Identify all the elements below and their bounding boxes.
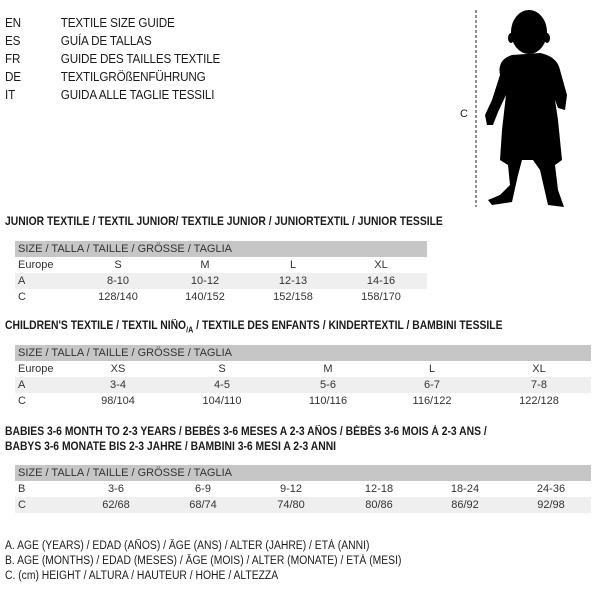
table-row-b: B 3-6 6-9 9-12 12-18 18-24 24-36 — [15, 481, 591, 497]
table-cell: 24-36 — [536, 483, 566, 495]
table-cell: M — [323, 363, 333, 375]
children-size-table: SIZE / TALLA / TAILLE / GRÖSSE / TAGLIA E… — [15, 345, 591, 409]
table-cell: 9-12 — [279, 483, 303, 495]
table-cell: 116/122 — [412, 395, 452, 407]
table-cell: 158/170 — [361, 291, 401, 303]
table-row-europe: Europe S M L XL — [15, 257, 427, 273]
table-cell: 140/152 — [185, 291, 225, 303]
row-label: A — [18, 379, 26, 391]
table-cell: XS — [110, 363, 126, 375]
row-label: B — [18, 483, 26, 495]
table-cell: 12-13 — [278, 275, 308, 287]
table-cell: 12-18 — [364, 483, 394, 495]
table-cell: 5-6 — [320, 379, 336, 391]
table-cell: 98/104 — [101, 395, 135, 407]
table-row-europe: Europe XS S M L XL — [15, 361, 591, 377]
table-cell: 8-10 — [106, 275, 130, 287]
row-label: Europe — [18, 363, 54, 375]
language-fr: FR GUIDE DES TAILLES TEXTILE — [5, 51, 221, 66]
size-header-label: SIZE / TALLA / TAILLE / GRÖSSE / TAGLIA — [18, 347, 232, 359]
table-cell: L — [428, 363, 436, 375]
size-header-row: SIZE / TALLA / TAILLE / GRÖSSE / TAGLIA — [15, 465, 591, 481]
table-row-a: A 8-10 10-12 12-13 14-16 — [15, 273, 427, 289]
table-cell: M — [200, 259, 210, 271]
row-label: C — [18, 499, 26, 511]
table-cell: 86/92 — [451, 499, 479, 511]
table-cell: 128/140 — [98, 291, 138, 303]
table-row-c: C 62/68 68/74 74/80 80/86 86/92 92/98 — [15, 497, 591, 513]
table-cell: 6-9 — [195, 483, 211, 495]
table-cell: L — [289, 259, 297, 271]
table-cell: XL — [374, 259, 388, 271]
table-cell: 18-24 — [450, 483, 480, 495]
child-silhouette-icon — [475, 10, 567, 207]
row-label: C — [18, 395, 26, 407]
size-header-row: SIZE / TALLA / TAILLE / GRÖSSE / TAGLIA — [15, 345, 591, 361]
table-cell: 14-16 — [366, 275, 396, 287]
junior-title: JUNIOR TEXTILE / TEXTIL JUNIOR/ TEXTILE … — [5, 216, 443, 228]
babies-size-table: SIZE / TALLA / TAILLE / GRÖSSE / TAGLIA B… — [15, 465, 591, 513]
table-cell: 92/98 — [537, 499, 565, 511]
language-es: ES GUÍA DE TALLAS — [5, 33, 152, 48]
row-label: Europe — [18, 259, 54, 271]
babies-title: BABIES 3-6 MONTH TO 2-3 YEARS / BEBÉS 3-… — [5, 426, 487, 438]
row-label: A — [18, 275, 26, 287]
height-label: C — [460, 108, 468, 120]
language-it: IT GUIDA ALLE TAGLIE TESSILI — [5, 87, 215, 102]
table-cell: 62/68 — [102, 499, 130, 511]
size-header-label: SIZE / TALLA / TAILLE / GRÖSSE / TAGLIA — [18, 467, 232, 479]
table-row-c: C 98/104 104/110 110/116 116/122 122/128 — [15, 393, 591, 409]
size-header-label: SIZE / TALLA / TAILLE / GRÖSSE / TAGLIA — [18, 243, 232, 255]
table-cell: 74/80 — [277, 499, 305, 511]
table-cell: 10-12 — [190, 275, 220, 287]
row-label: C — [18, 291, 26, 303]
table-cell: 3-6 — [108, 483, 124, 495]
babies-title-line2: BABYS 3-6 MONATE BIS 2-3 JAHRE / BAMBINI… — [5, 441, 337, 453]
table-cell: 110/116 — [308, 395, 348, 407]
size-header-row: SIZE / TALLA / TAILLE / GRÖSSE / TAGLIA — [15, 241, 427, 257]
table-row-c: C 128/140 140/152 152/158 158/170 — [15, 289, 427, 305]
footnote-a: A. AGE (YEARS) / EDAD (AÑOS) / ÂGE (ANS)… — [5, 540, 370, 552]
table-cell: 80/86 — [365, 499, 393, 511]
table-cell: 4-5 — [214, 379, 230, 391]
junior-size-table: SIZE / TALLA / TAILLE / GRÖSSE / TAGLIA E… — [15, 241, 427, 305]
table-cell: S — [114, 259, 122, 271]
table-cell: 68/74 — [189, 499, 217, 511]
children-title: CHILDREN'S TEXTILE / TEXTIL NIÑO/A / TEX… — [5, 320, 503, 335]
table-cell: 7-8 — [531, 379, 547, 391]
language-de: DE TEXTILGRÖßENFÜHRUNG — [5, 69, 206, 84]
language-en: EN TEXTILE SIZE GUIDE — [5, 15, 175, 30]
table-cell: XL — [532, 363, 546, 375]
table-cell: 122/128 — [519, 395, 559, 407]
table-cell: 6-7 — [424, 379, 440, 391]
footnote-b: B. AGE (MONTHS) / EDAD (MESES) / ÂGE (MO… — [5, 555, 402, 567]
table-cell: S — [218, 363, 226, 375]
table-cell: 152/158 — [273, 291, 313, 303]
footnote-c: C. (cm) HEIGHT / ALTURA / HAUTEUR / HÖHE… — [5, 570, 279, 582]
table-cell: 104/110 — [202, 395, 242, 407]
table-cell: 3-4 — [110, 379, 126, 391]
table-row-a: A 3-4 4-5 5-6 6-7 7-8 — [15, 377, 591, 393]
